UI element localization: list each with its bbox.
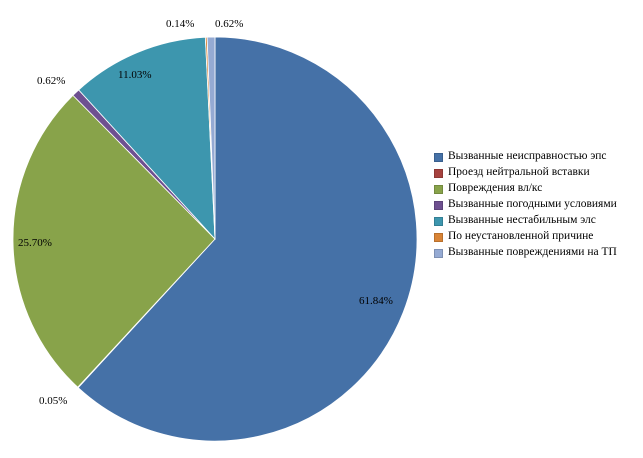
legend-label: По неустановленной причине bbox=[448, 230, 594, 242]
legend-item: Проезд нейтральной вставки bbox=[434, 166, 639, 179]
slice-data-label: 11.03% bbox=[118, 69, 152, 81]
slice-data-label: 0.05% bbox=[39, 395, 67, 407]
legend-item: Вызванные нестабильным элс bbox=[434, 214, 639, 227]
pie-data-labels: 61.84% 0.05% 25.70% 0.62% 11.03% 0.14% 0.62% bbox=[18, 18, 393, 407]
legend-label: Вызванные погодными условиями bbox=[448, 198, 617, 210]
legend-item: Вызванные неисправностью эпс bbox=[434, 150, 639, 163]
pie-slice bbox=[77, 36, 418, 442]
slice-data-label: 0.14% bbox=[166, 18, 194, 30]
slice-data-label: 0.62% bbox=[37, 75, 65, 87]
legend-item: Вызванные повреждениями на ТП bbox=[434, 246, 639, 259]
legend-item: По неустановленной причине bbox=[434, 230, 639, 243]
pie-slice bbox=[78, 36, 216, 241]
legend-label: Вызванные неисправностью эпс bbox=[448, 150, 607, 162]
legend-label: Проезд нейтральной вставки bbox=[448, 166, 590, 178]
legend-label: Вызванные нестабильным элс bbox=[448, 214, 596, 226]
legend-swatch bbox=[434, 217, 443, 226]
legend-swatch bbox=[434, 201, 443, 210]
slice-data-label: 25.70% bbox=[18, 237, 52, 249]
pie-slice bbox=[12, 94, 216, 388]
legend-label: Вызванные повреждениями на ТП bbox=[448, 246, 617, 258]
chart-legend: Вызванные неисправностью эпс Проезд нейтр… bbox=[434, 150, 639, 262]
legend-swatch bbox=[434, 169, 443, 178]
slice-data-label: 61.84% bbox=[359, 295, 393, 307]
legend-swatch bbox=[434, 249, 443, 258]
legend-item: Вызванные погодными условиями bbox=[434, 198, 639, 211]
pie-slices bbox=[12, 36, 418, 442]
legend-label: Повреждения вл/кс bbox=[448, 182, 543, 194]
slice-data-label: 0.62% bbox=[215, 18, 243, 30]
legend-swatch bbox=[434, 185, 443, 194]
legend-item: Повреждения вл/кс bbox=[434, 182, 639, 195]
legend-swatch bbox=[434, 233, 443, 242]
pie-slice bbox=[206, 36, 216, 240]
legend-swatch bbox=[434, 153, 443, 162]
